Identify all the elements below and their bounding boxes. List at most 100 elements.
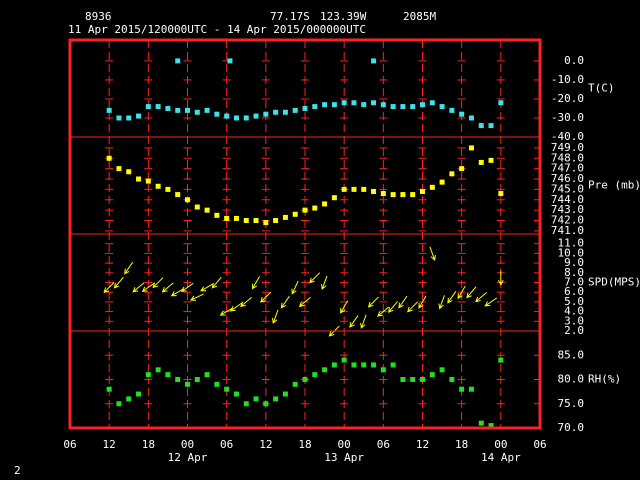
- y-tick-label: 80.0: [558, 373, 585, 386]
- y-tick-label: 745.0: [551, 182, 584, 195]
- data-point: [361, 186, 367, 192]
- data-point: [253, 218, 259, 224]
- data-point: [380, 367, 386, 373]
- data-point: [429, 372, 435, 378]
- data-point: [331, 102, 337, 108]
- data-point: [439, 104, 445, 110]
- data-point: [145, 372, 151, 378]
- y-tick-label: 3.0: [564, 314, 584, 327]
- wind-arrow: [466, 286, 477, 299]
- data-point: [273, 109, 279, 115]
- data-point: [175, 107, 181, 113]
- data-point: [488, 423, 494, 429]
- wind-arrow: [367, 296, 379, 308]
- data-point: [224, 113, 230, 119]
- y-tick-label: 747.0: [551, 162, 584, 175]
- data-point: [468, 115, 474, 121]
- plot-frame: [68, 38, 542, 430]
- wind-arrow: [132, 282, 145, 293]
- data-point: [233, 391, 239, 397]
- data-point: [449, 107, 455, 113]
- y-tick-label: 75.0: [558, 397, 585, 410]
- data-point: [459, 166, 465, 172]
- data-point: [185, 107, 190, 113]
- data-point: [351, 100, 357, 106]
- wind-arrow: [291, 280, 299, 295]
- data-point: [400, 192, 406, 198]
- data-point: [371, 362, 377, 368]
- data-point: [390, 362, 396, 368]
- y-tick-label: 9.0: [564, 256, 584, 269]
- x-tick-label: 00: [181, 438, 194, 451]
- data-point: [410, 104, 416, 110]
- data-point: [282, 109, 288, 115]
- x-tick-label: 00: [494, 438, 507, 451]
- wind-arrow: [141, 282, 155, 292]
- wind-arrow: [170, 288, 185, 297]
- wind-arrow: [298, 297, 311, 308]
- wind-arrow: [429, 246, 436, 261]
- data-point: [175, 58, 181, 64]
- data-point: [498, 100, 504, 106]
- y-tick-label: 11.0: [558, 237, 585, 250]
- data-point: [420, 377, 425, 382]
- x-tick-label: 12: [416, 438, 429, 451]
- data-point: [116, 115, 122, 121]
- x-tick-label: 06: [533, 438, 546, 451]
- y-tick-label: 10.0: [558, 246, 585, 259]
- wind-arrow: [309, 272, 321, 284]
- wind-arrow: [398, 295, 408, 309]
- data-point: [331, 362, 337, 368]
- data-point: [145, 104, 151, 110]
- data-point: [400, 104, 406, 110]
- y-tick-label: 85.0: [558, 348, 585, 361]
- data-point: [145, 178, 151, 184]
- data-point: [302, 377, 308, 382]
- data-point: [224, 215, 230, 221]
- data-point: [420, 188, 425, 194]
- x-tick-label: 18: [298, 438, 311, 451]
- data-point: [312, 205, 318, 211]
- x-tick-label: 12: [103, 438, 116, 451]
- data-point: [410, 377, 416, 382]
- data-point: [136, 176, 142, 182]
- data-point: [253, 113, 259, 119]
- data-point: [449, 377, 455, 382]
- data-point: [292, 211, 298, 217]
- y-tick-label: 749.0: [551, 141, 584, 154]
- y-tick-label: 741.0: [551, 224, 584, 237]
- wind-arrow: [484, 297, 498, 307]
- data-point: [273, 218, 279, 224]
- data-point: [185, 381, 190, 387]
- data-point: [420, 102, 425, 108]
- data-point: [224, 386, 230, 392]
- data-point: [136, 391, 142, 397]
- data-point: [429, 184, 435, 190]
- data-point: [361, 362, 367, 368]
- wind-arrow: [360, 314, 367, 329]
- data-point: [194, 204, 200, 210]
- wind-arrow: [447, 291, 457, 304]
- data-point: [312, 104, 318, 110]
- date-label: 14 Apr: [481, 451, 521, 464]
- x-tick-label: 00: [338, 438, 351, 451]
- longitude: 123.39W: [320, 10, 367, 23]
- y-tick-label: 8.0: [564, 266, 584, 279]
- data-point: [243, 218, 249, 224]
- station-id: 8936: [85, 10, 112, 23]
- data-point: [439, 367, 445, 373]
- data-point: [390, 104, 396, 110]
- wind-arrow: [161, 282, 174, 293]
- data-point: [126, 169, 132, 175]
- y-tick-label: 742.0: [551, 214, 584, 227]
- data-point: [468, 145, 474, 151]
- data-point: [331, 195, 337, 201]
- panel-label: RH(%): [588, 373, 621, 386]
- data-point: [390, 192, 396, 198]
- wind-arrow: [180, 282, 194, 292]
- panel-label: Pre (mb): [588, 179, 640, 192]
- data-point: [227, 58, 233, 64]
- data-point: [243, 401, 249, 407]
